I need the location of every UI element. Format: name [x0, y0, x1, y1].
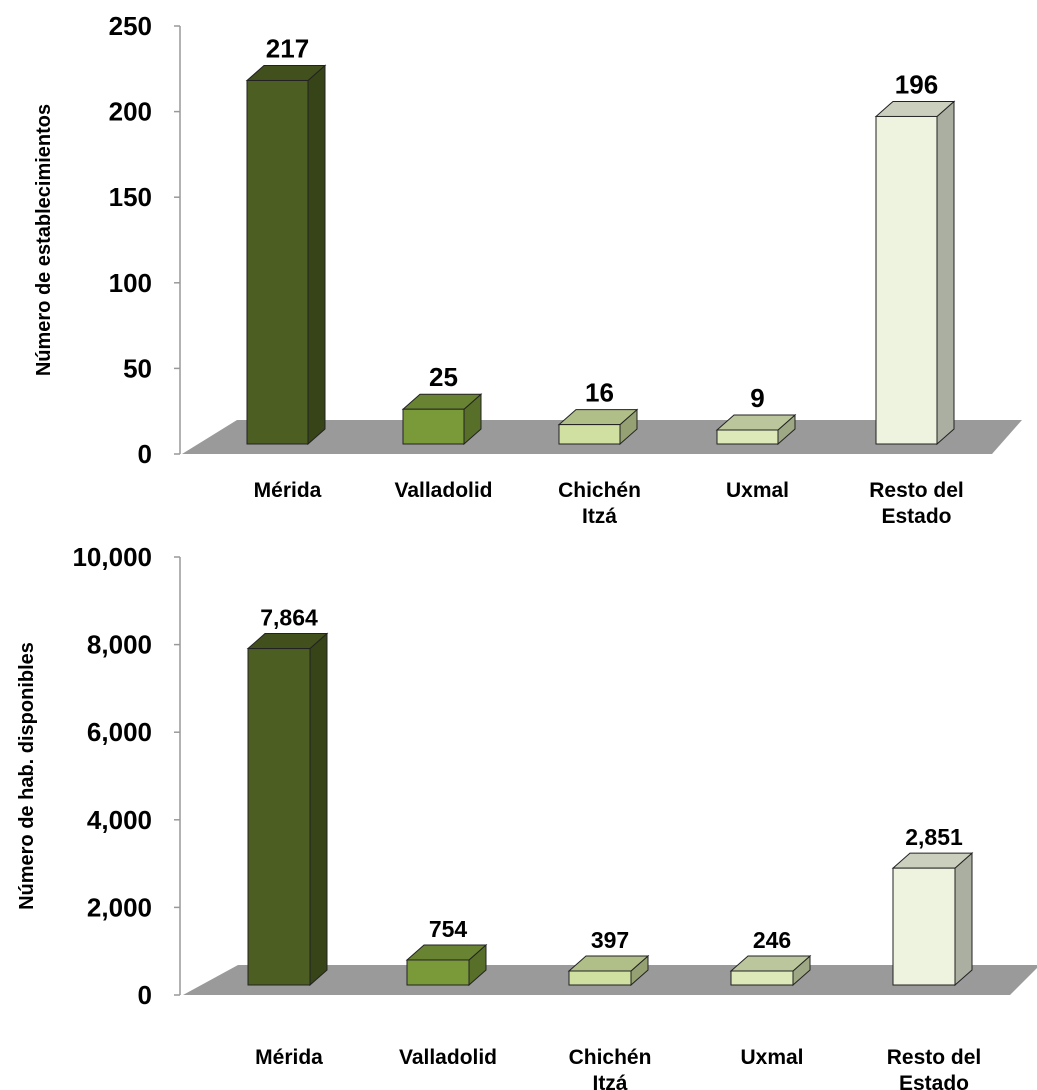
bar-2 [557, 408, 639, 446]
data-label: 397 [591, 927, 629, 953]
y-tick-label: 50 [123, 353, 152, 383]
bar-front [568, 970, 632, 986]
y-axis-label: Número de establecimientos [33, 104, 55, 376]
bar-2 [567, 954, 650, 987]
data-label: 754 [429, 916, 468, 942]
x-tick-label: Mérida [255, 1046, 323, 1069]
bar-front [875, 115, 938, 445]
bar-side [307, 64, 326, 446]
y-tick-label: 100 [109, 268, 152, 298]
x-tick-label: Mérida [254, 479, 322, 502]
y-tick-label: 0 [138, 439, 152, 469]
bar-1 [405, 943, 488, 987]
bar-4 [891, 852, 974, 987]
bar-3 [729, 954, 812, 987]
y-tick-label: 200 [109, 97, 152, 127]
y-tick-label: 150 [109, 182, 152, 212]
y-tick-label: 10,000 [72, 542, 152, 572]
y-tick-label: 250 [109, 11, 152, 41]
y-tick-label: 8,000 [87, 630, 152, 660]
bar-front [558, 424, 621, 445]
bar-front [730, 970, 794, 986]
bar-front [406, 959, 470, 986]
y-axis-label: Número de hab. disponibles [16, 642, 38, 910]
bar-0 [246, 632, 329, 987]
x-tick-label: Chichén [558, 479, 641, 502]
x-tick-label: Estado [899, 1072, 969, 1090]
y-tick-label: 4,000 [87, 805, 152, 835]
bar-0 [245, 64, 327, 446]
y-tick-label: 2,000 [87, 892, 152, 922]
bar-front [716, 429, 779, 445]
data-label: 25 [429, 362, 458, 392]
x-tick-label: Valladolid [394, 479, 492, 502]
x-tick-label: Chichén [569, 1046, 652, 1069]
data-label: 217 [266, 33, 309, 63]
x-tick-label: Itzá [582, 505, 617, 528]
x-tick-label: Valladolid [399, 1046, 497, 1069]
x-tick-label: Resto del [887, 1046, 982, 1069]
chart-habitaciones: Número de hab. disponibles 0 2,000 4,000 6,0… [16, 542, 1037, 1090]
data-label: 9 [750, 383, 764, 413]
bar-4 [874, 100, 956, 446]
data-label: 2,851 [905, 824, 963, 850]
x-tick-label: Resto del [869, 479, 964, 502]
x-tick-label: Uxmal [726, 479, 789, 502]
bar-front [402, 408, 465, 445]
bar-front [892, 867, 956, 986]
y-tick-label: 6,000 [87, 717, 152, 747]
data-label: 16 [585, 378, 614, 408]
bar-front [247, 648, 311, 986]
data-label: 246 [753, 927, 791, 953]
bar-front [246, 79, 309, 445]
data-label: 196 [895, 69, 938, 99]
x-tick-label: Uxmal [740, 1046, 803, 1069]
x-tick-label: Estado [881, 505, 951, 528]
bar-side [936, 100, 955, 446]
y-tick-label: 0 [138, 980, 152, 1010]
chart-establecimientos: Número de establecimientos 0 50 100 150 200 25… [33, 11, 1022, 528]
bar-side [954, 852, 973, 987]
bar-1 [401, 393, 483, 446]
bar-side [309, 632, 328, 987]
bar-3 [715, 413, 797, 446]
data-label: 7,864 [260, 605, 318, 631]
x-tick-label: Itzá [592, 1072, 627, 1090]
